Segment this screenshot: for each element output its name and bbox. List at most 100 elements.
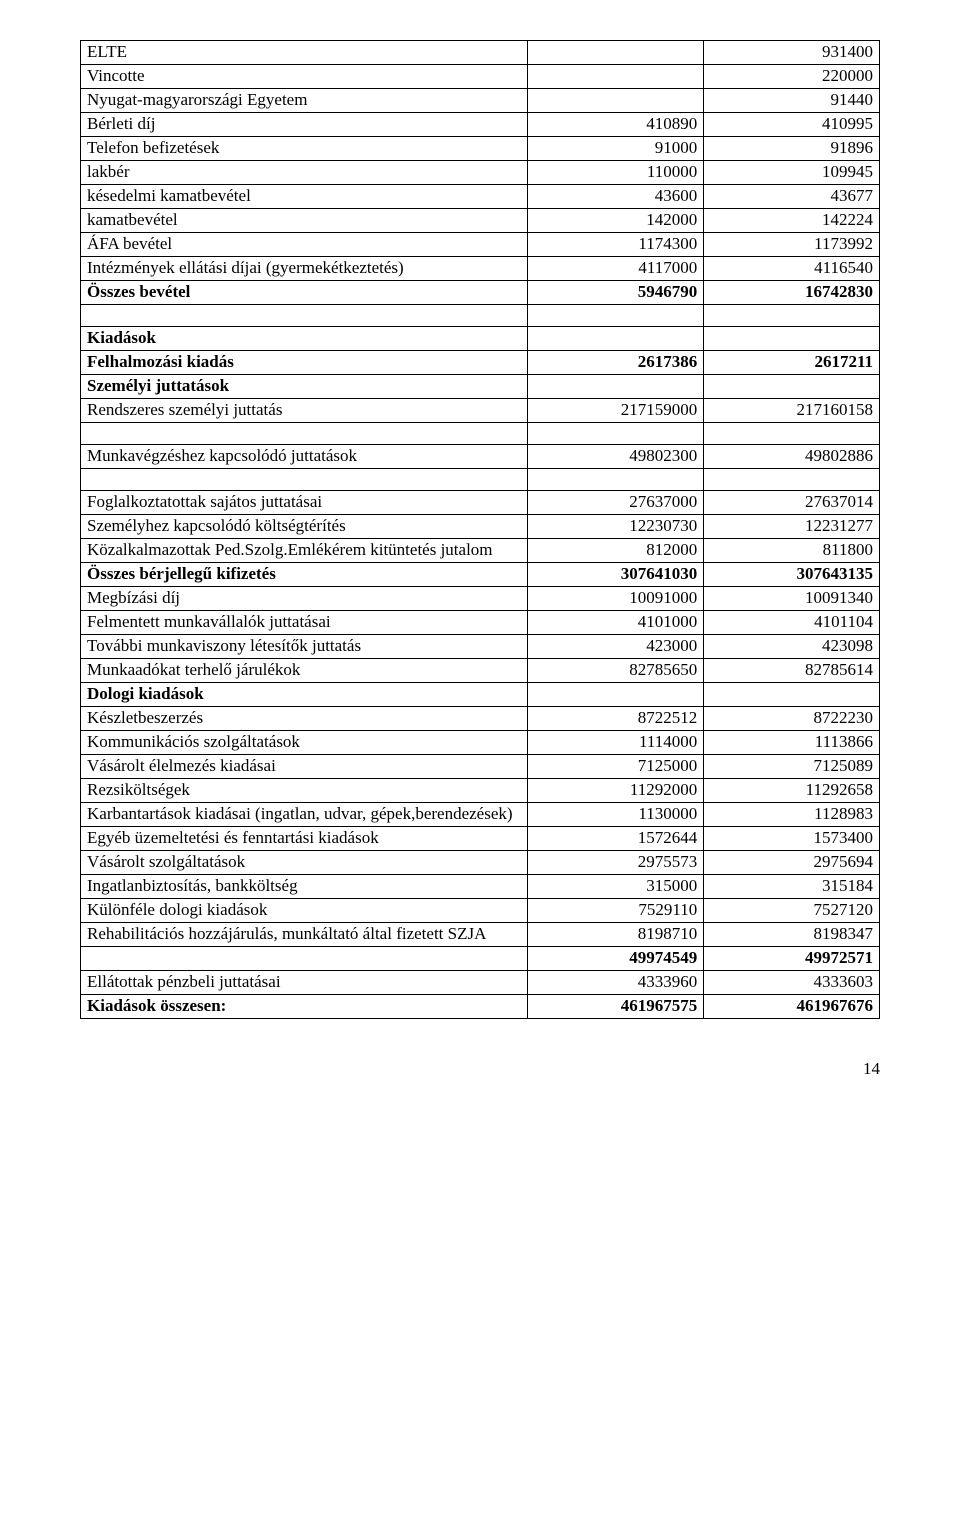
table-row: Munkaadókat terhelő járulékok82785650827…: [81, 659, 880, 683]
cell-label: késedelmi kamatbevétel: [81, 185, 528, 209]
cell-col3: 109945: [704, 161, 880, 185]
table-row: Karbantartások kiadásai (ingatlan, udvar…: [81, 803, 880, 827]
table-row: Közalkalmazottak Ped.Szolg.Emlékérem kit…: [81, 539, 880, 563]
cell-label: Megbízási díj: [81, 587, 528, 611]
cell-col3: [704, 375, 880, 399]
table-row: Rezsiköltségek1129200011292658: [81, 779, 880, 803]
cell-col2: 91000: [528, 137, 704, 161]
cell-label: Közalkalmazottak Ped.Szolg.Emlékérem kit…: [81, 539, 528, 563]
cell-label: Karbantartások kiadásai (ingatlan, udvar…: [81, 803, 528, 827]
table-row: Rehabilitációs hozzájárulás, munkáltató …: [81, 923, 880, 947]
cell-col2: [528, 65, 704, 89]
cell-label: Különféle dologi kiadások: [81, 899, 528, 923]
cell-col3: [704, 469, 880, 491]
cell-col2: 11292000: [528, 779, 704, 803]
cell-col3: 931400: [704, 41, 880, 65]
cell-col3: [704, 305, 880, 327]
cell-col2: 461967575: [528, 995, 704, 1019]
cell-col3: 315184: [704, 875, 880, 899]
table-row: 4997454949972571: [81, 947, 880, 971]
table-row: Vincotte220000: [81, 65, 880, 89]
table-row: Egyéb üzemeltetési és fenntartási kiadás…: [81, 827, 880, 851]
cell-label: [81, 305, 528, 327]
cell-col3: 49802886: [704, 445, 880, 469]
cell-col2: 1130000: [528, 803, 704, 827]
cell-col3: 220000: [704, 65, 880, 89]
cell-col2: [528, 423, 704, 445]
cell-col3: 8722230: [704, 707, 880, 731]
table-row: Vásárolt élelmezés kiadásai7125000712508…: [81, 755, 880, 779]
table-row: Nyugat-magyarországi Egyetem91440: [81, 89, 880, 113]
cell-col3: 4101104: [704, 611, 880, 635]
cell-col2: 4101000: [528, 611, 704, 635]
cell-col2: 43600: [528, 185, 704, 209]
cell-col2: 7125000: [528, 755, 704, 779]
table-row: Megbízási díj1009100010091340: [81, 587, 880, 611]
cell-col3: 1573400: [704, 827, 880, 851]
cell-col3: 82785614: [704, 659, 880, 683]
cell-col2: 307641030: [528, 563, 704, 587]
cell-col2: 410890: [528, 113, 704, 137]
table-row: Bérleti díj410890410995: [81, 113, 880, 137]
cell-col2: [528, 89, 704, 113]
cell-label: kamatbevétel: [81, 209, 528, 233]
table-row: Foglalkoztatottak sajátos juttatásai2763…: [81, 491, 880, 515]
cell-col3: 4333603: [704, 971, 880, 995]
table-row: Intézmények ellátási díjai (gyermekétkez…: [81, 257, 880, 281]
cell-col3: 461967676: [704, 995, 880, 1019]
table-row: Személyi juttatások: [81, 375, 880, 399]
cell-label: Kiadások: [81, 327, 528, 351]
cell-col2: 1174300: [528, 233, 704, 257]
cell-col2: 5946790: [528, 281, 704, 305]
cell-label: Rehabilitációs hozzájárulás, munkáltató …: [81, 923, 528, 947]
cell-col3: 91896: [704, 137, 880, 161]
cell-label: Rezsiköltségek: [81, 779, 528, 803]
cell-col2: [528, 469, 704, 491]
cell-label: [81, 469, 528, 491]
cell-col3: 49972571: [704, 947, 880, 971]
cell-col3: [704, 683, 880, 707]
cell-col2: 217159000: [528, 399, 704, 423]
cell-col3: 1173992: [704, 233, 880, 257]
table-row: [81, 423, 880, 445]
table-row: Kommunikációs szolgáltatások111400011138…: [81, 731, 880, 755]
table-row: Személyhez kapcsolódó költségtérítés1223…: [81, 515, 880, 539]
cell-col3: 217160158: [704, 399, 880, 423]
table-row: Különféle dologi kiadások75291107527120: [81, 899, 880, 923]
cell-col3: 1128983: [704, 803, 880, 827]
cell-label: [81, 947, 528, 971]
cell-label: Nyugat-magyarországi Egyetem: [81, 89, 528, 113]
cell-label: Kiadások összesen:: [81, 995, 528, 1019]
cell-label: Összes bérjellegű kifizetés: [81, 563, 528, 587]
cell-label: Intézmények ellátási díjai (gyermekétkez…: [81, 257, 528, 281]
cell-col2: 2617386: [528, 351, 704, 375]
cell-col3: 2617211: [704, 351, 880, 375]
table-row: ELTE931400: [81, 41, 880, 65]
cell-col2: 8198710: [528, 923, 704, 947]
cell-label: Vásárolt élelmezés kiadásai: [81, 755, 528, 779]
cell-label: Telefon befizetések: [81, 137, 528, 161]
cell-col2: 315000: [528, 875, 704, 899]
cell-label: Munkaadókat terhelő járulékok: [81, 659, 528, 683]
cell-col2: 8722512: [528, 707, 704, 731]
cell-col3: 423098: [704, 635, 880, 659]
table-row: Felhalmozási kiadás26173862617211: [81, 351, 880, 375]
cell-col3: 142224: [704, 209, 880, 233]
table-row: Telefon befizetések9100091896: [81, 137, 880, 161]
cell-col2: 82785650: [528, 659, 704, 683]
cell-col2: 4117000: [528, 257, 704, 281]
cell-label: Rendszeres személyi juttatás: [81, 399, 528, 423]
page-number: 14: [80, 1059, 880, 1079]
cell-label: ÁFA bevétel: [81, 233, 528, 257]
cell-col2: [528, 41, 704, 65]
cell-col2: 142000: [528, 209, 704, 233]
cell-col2: 49974549: [528, 947, 704, 971]
table-row: Vásárolt szolgáltatások29755732975694: [81, 851, 880, 875]
cell-col3: 7125089: [704, 755, 880, 779]
cell-label: Személyhez kapcsolódó költségtérítés: [81, 515, 528, 539]
cell-col2: 10091000: [528, 587, 704, 611]
cell-label: További munkaviszony létesítők juttatás: [81, 635, 528, 659]
cell-col2: 2975573: [528, 851, 704, 875]
cell-label: Egyéb üzemeltetési és fenntartási kiadás…: [81, 827, 528, 851]
cell-col3: 27637014: [704, 491, 880, 515]
